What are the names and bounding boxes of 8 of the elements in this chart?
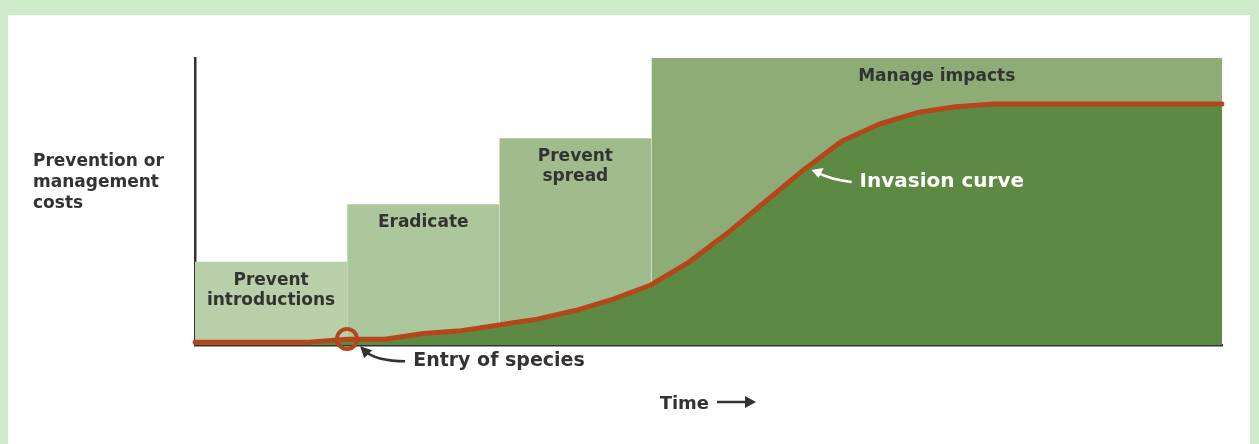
x-axis-title: Time <box>659 391 710 413</box>
series-label: Prevent introductions <box>206 268 336 309</box>
text: Entry of species <box>413 348 585 371</box>
series-label: Invasion curve <box>859 168 1025 193</box>
series-label: Prevent spread <box>537 145 613 186</box>
series-label: Eradicate <box>377 211 469 232</box>
series-label: Manage impacts <box>858 64 1016 85</box>
y-axis-title: Prevention or management costs <box>33 150 165 213</box>
